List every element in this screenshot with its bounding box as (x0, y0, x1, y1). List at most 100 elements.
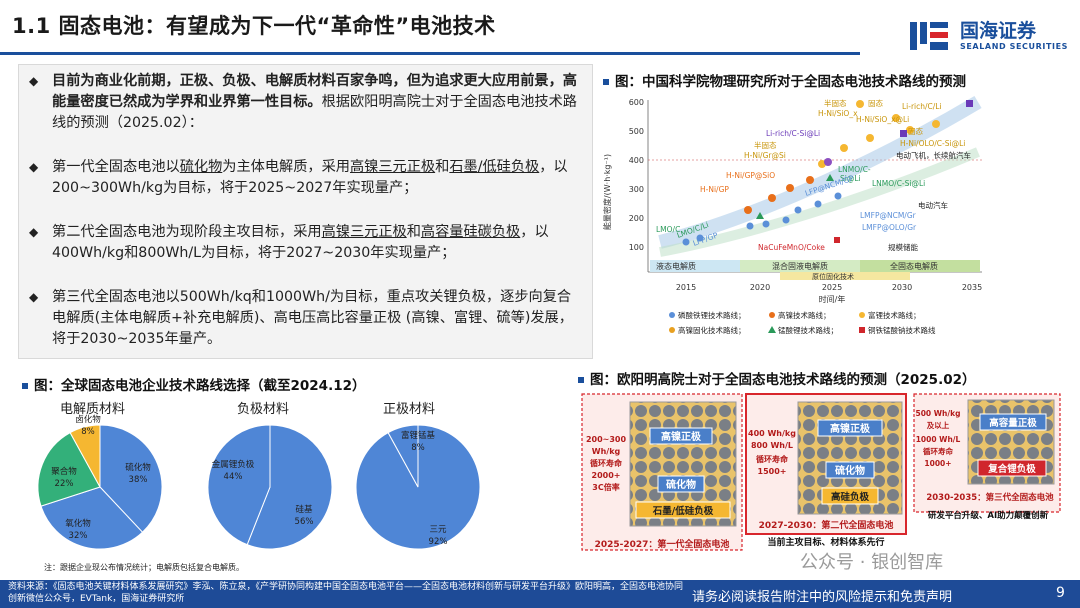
fig1-label: LMO/C (656, 225, 680, 234)
g1-spec: 2000+ (592, 471, 621, 480)
bullet-2-underline: 石墨/低硅负极 (449, 159, 540, 175)
sealand-logo-icon (910, 22, 948, 50)
fig1-label: 固态 (908, 126, 923, 136)
fig1-roadmap-chart: 600 500 400 300 200 100 能量密度/(W·h·kg⁻¹) … (600, 92, 990, 340)
bullet-1-bold: 目前为商业化前期，正极、负极、电解质材料百家争鸣，但为追求更大应用前景，高能量密… (52, 73, 577, 110)
pie-label-name: 三元 (429, 525, 447, 535)
diamond-bullet-icon: ◆ (29, 225, 39, 239)
fig1-legend: 高镍固化技术路线； (678, 325, 746, 335)
bullet-1-rest: 根据欧阳明高院士对于全固态电池技术路线的预测（2025.02）： (52, 94, 577, 131)
g1-spec: 循环寿命 (589, 458, 623, 468)
pie-label-name: 金属锂负极 (212, 459, 255, 470)
fig1-legend: 高镍技术路线； (778, 310, 831, 320)
fig1-band: 全固态电解质 (890, 261, 938, 271)
pie-label-name: 硫化物 (125, 462, 151, 473)
g3-spec: 500 Wh/kg (916, 409, 961, 418)
pie-slice-聚合物 (37, 431, 101, 507)
g3-bot: 复合锂负极 (987, 463, 1036, 475)
pie-slice-金属锂负极 (207, 424, 271, 546)
fig1-label: H-Ni/SiO_x (818, 109, 858, 118)
fig1-xtick: 2030 (892, 283, 912, 292)
bullet-3-underline: 高镍三元正极 (321, 224, 407, 240)
g2-top: 高镍正极 (830, 422, 871, 435)
fig1-caption: 图：中国科学院物理研究所对于全固态电池技术路线的预测 (603, 70, 966, 90)
fig1-legend: 磷酸铁锂技术路线； (678, 310, 746, 320)
fig1-label: Si@Li (840, 174, 861, 183)
footer-bar (0, 580, 1080, 608)
caption-marker-icon (578, 377, 584, 383)
g3-sub: 研发平台升级、AI助力颠覆创新 (928, 510, 1049, 521)
bullet-3-underline: 高容量硅碳负极 (420, 224, 521, 240)
page-title: 1.1 固态电池：有望成为下一代“革命性”电池技术 (12, 14, 496, 38)
g2-spec: 400 Wh/kg (748, 429, 796, 438)
fig3-caption: 图：欧阳明高院士对于全固态电池技术路线的预测（2025.02） (578, 368, 976, 388)
fig1-xlabel: 时间/年 (819, 294, 846, 304)
bullet-4-text: 第三代全固态电池以500Wh/kq和1000Wh/为目标，重点攻关锂负极，逐步向… (52, 289, 573, 347)
fig1-label: NaCuFeMnO/Coke (758, 243, 825, 252)
fig1-label: 规模储能 (888, 242, 918, 252)
bullet-3-text: 和 (406, 224, 421, 240)
g1-top: 高镍正极 (661, 430, 702, 443)
pie2-anode: 硅基 56% 金属锂负极 44% (207, 424, 333, 550)
g2-spec: 1500+ (758, 467, 787, 476)
fig2-caption-text: 图：全球固态电池企业技术路线选择（截至2024.12） (34, 378, 366, 394)
fig1-legend: 锰酸锂技术路线； (778, 325, 838, 335)
g3-spec: 1000+ (924, 459, 951, 468)
pie-label-name: 硅基 (295, 504, 313, 515)
pie-label-name: 聚合物 (51, 466, 77, 477)
bullet-2-underline: 高镍三元正极 (349, 159, 436, 175)
fig1-label: LNMO/C-Si@Li (872, 179, 925, 188)
g3-spec: 及以上 (927, 420, 950, 430)
fig1-label: 半固态 (754, 140, 777, 150)
fig1-legend: 富锂技术路线； (868, 310, 921, 320)
fig2-pies: 硫化物 38% 氧化物 32% 聚合物 22% 卤化物 8% 硅基 56% 金属锂负极 44% 三元… (37, 414, 481, 550)
pie-label-name: 富锂锰基 (401, 430, 436, 441)
pie2-title: 负极材料 (237, 402, 290, 417)
caption-marker-icon (22, 383, 28, 389)
g2-spec: 800 Wh/L (751, 441, 793, 450)
fig1-xtick: 2020 (750, 283, 770, 292)
logo-text-en: SEALAND SECURITIES (960, 42, 1069, 51)
fig1-label: LMFP@NCM/Gr (860, 211, 917, 220)
fig1-ytick: 600 (629, 98, 644, 107)
diamond-bullet-icon: ◆ (29, 74, 39, 88)
pie-label-pct: 38% (129, 475, 148, 485)
bullet-2-text: 第一代全固态电池以 (52, 159, 180, 175)
fig3-caption-text: 图：欧阳明高院士对于全固态电池技术路线的预测（2025.02） (590, 372, 976, 388)
fig1-label: H-Ni/OLO/C-Si@Li (900, 139, 965, 148)
g1-spec: 3C倍率 (592, 482, 619, 492)
pie-label-pct: 8% (411, 443, 425, 453)
fig1-xtick: 2035 (962, 283, 982, 292)
pie-label-pct: 56% (295, 517, 314, 527)
pie-slice-氧化物 (40, 486, 144, 550)
fig2-note: 注：跟据企业现公布情况统计；电解质包括复合电解质。 (44, 563, 244, 572)
pie-label-pct: 92% (429, 537, 448, 547)
fig1-xtick: 2015 (676, 283, 696, 292)
fig1-label: 半固态 (824, 98, 847, 108)
caption-marker-icon (603, 79, 609, 85)
fig1-label: H-Ni/GP@SiO (726, 171, 775, 180)
g1-spec: 200~300 (586, 435, 627, 444)
pie-label-name: 卤化物 (75, 414, 101, 425)
g3-spec: 1000 Wh/L (916, 435, 961, 444)
g1-footer: 2025-2027：第一代全固态电池 (595, 538, 730, 550)
fig1-label: 电动飞机，长续航汽车 (896, 150, 971, 160)
pie-label-pct: 44% (224, 472, 243, 482)
header-divider (0, 52, 860, 55)
pie1-electrolyte: 硫化物 38% 氧化物 32% 聚合物 22% 卤化物 8% (37, 414, 163, 550)
bullet-2-text: 和 (435, 159, 450, 175)
fig1-ytick: 100 (629, 243, 644, 252)
pie-slice-卤化物 (69, 424, 101, 488)
fig1-label: 电动汽车 (918, 200, 948, 210)
g1-spec: Wh/kg (592, 447, 621, 456)
g2-footer: 2027-2030：第二代全固态电池 (759, 519, 894, 531)
logo-text-cn: 国海证券 (960, 20, 1037, 42)
g2-spec: 循环寿命 (755, 454, 789, 464)
pie1-title: 电解质材料 (60, 402, 126, 417)
diamond-bullet-icon: ◆ (29, 160, 39, 174)
fig2-caption: 图：全球固态电池企业技术路线选择（截至2024.12） (22, 374, 366, 394)
watermark: 公众号 · 银创智库 (800, 552, 944, 573)
pie3-cathode: 三元 92% 富锂锰基 8% (355, 424, 481, 550)
pie-label-name: 氧化物 (65, 518, 91, 529)
fig1-label: 固态 (868, 98, 883, 108)
